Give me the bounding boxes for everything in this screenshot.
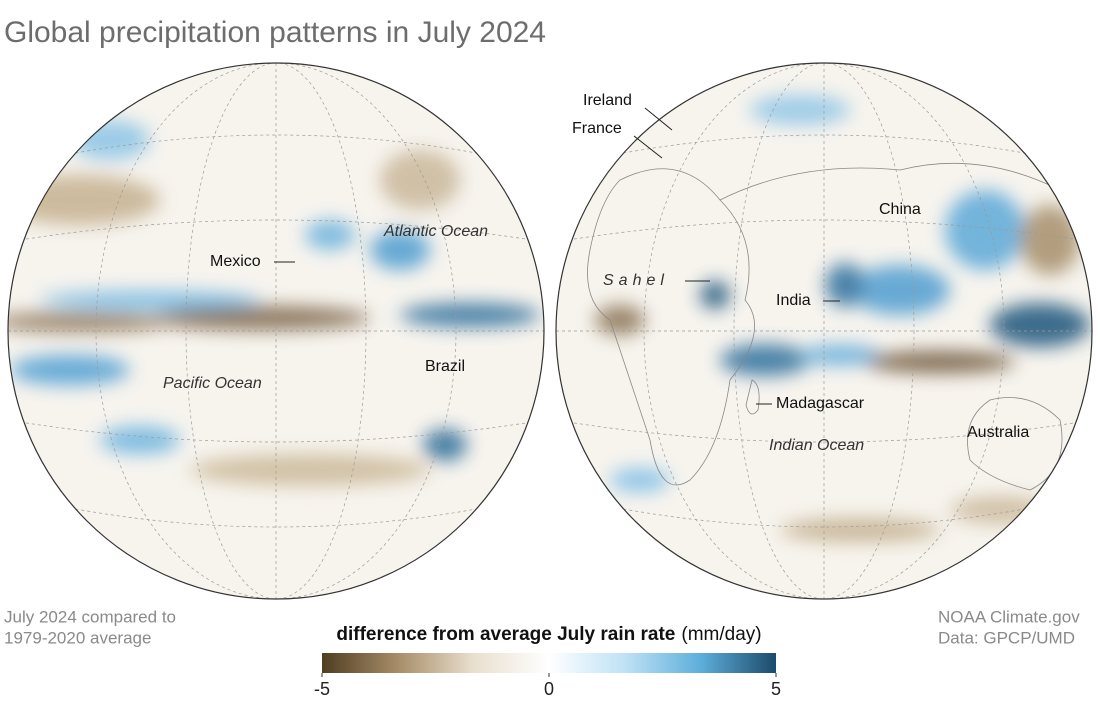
place-label: Madagascar [776,395,865,412]
legend-unit: (mm/day) [681,624,761,645]
legend-title-text: difference from average July rain rate [336,624,675,645]
credit-line: NOAA Climate.gov [938,607,1080,626]
region-label: Sahel [603,272,669,289]
western-globe [7,62,545,600]
place-label: France [572,120,622,137]
note-line: 1979-2020 average [4,628,151,647]
ocean-label: Pacific Ocean [163,375,262,392]
leader-line [633,135,663,159]
tick-label: -5 [314,679,330,699]
tick-label: 5 [771,679,781,699]
credit-line: Data: GPCP/UMD [938,628,1075,647]
title: Global precipitation patterns in July 20… [4,16,546,49]
place-label: Australia [967,424,1029,441]
place-label: Mexico [210,253,261,270]
place-label: Ireland [583,92,632,109]
place-label: Brazil [425,358,465,375]
legend-title: difference from average July rain rate (m… [336,624,761,645]
ocean-label: Indian Ocean [769,437,864,454]
tick-label: 0 [544,679,554,699]
leader-line [644,107,673,131]
ocean-label: Atlantic Ocean [383,223,488,240]
color-bar [322,653,776,673]
place-label: India [776,292,811,309]
place-label: China [879,201,921,218]
note-line: July 2024 compared to [4,607,176,626]
eastern-globe [555,62,1093,600]
